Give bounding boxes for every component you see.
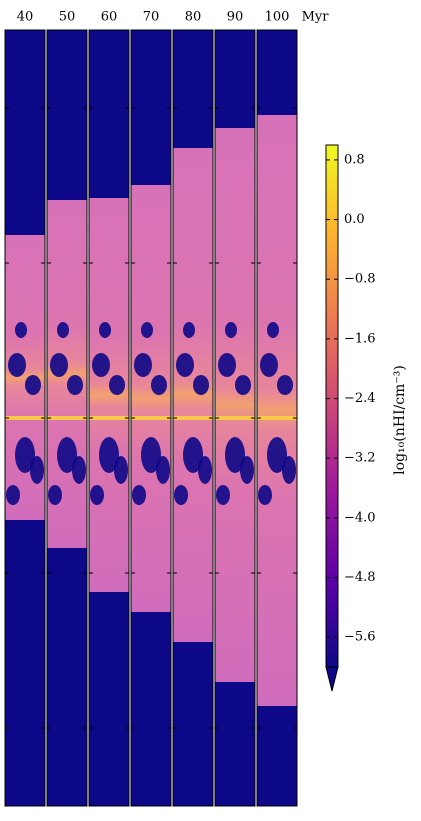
void <box>134 353 152 377</box>
colorbar-tick-label: −4.8 <box>344 570 376 585</box>
void <box>15 437 35 473</box>
midplane <box>173 416 213 420</box>
time-label: 100 <box>265 10 290 25</box>
colorbar-tick-label: −4.0 <box>344 510 376 525</box>
panel: 100 <box>256 10 298 807</box>
colorbar-tick-label: 0.0 <box>344 212 365 227</box>
colorbar-tick-label: −2.4 <box>344 391 376 406</box>
panel: 50 <box>46 10 88 807</box>
void <box>30 456 44 484</box>
panel: 80 <box>172 10 214 807</box>
gas-region <box>131 185 171 612</box>
void <box>99 322 111 338</box>
void <box>15 322 27 338</box>
time-label: 80 <box>185 10 202 25</box>
midplane <box>215 416 255 420</box>
gas-region <box>173 148 213 642</box>
panel: 90 <box>214 10 256 807</box>
void <box>282 456 296 484</box>
void <box>267 437 287 473</box>
panel: 40 <box>4 10 46 807</box>
void <box>8 353 26 377</box>
time-label: 70 <box>143 10 160 25</box>
void <box>225 322 237 338</box>
void <box>193 375 209 395</box>
time-label: 60 <box>101 10 118 25</box>
void <box>258 485 272 505</box>
void <box>198 456 212 484</box>
void <box>218 353 236 377</box>
time-label: 90 <box>227 10 244 25</box>
void <box>260 353 278 377</box>
colorbar-tick-label: −0.8 <box>344 272 376 287</box>
void <box>277 375 293 395</box>
time-label: 40 <box>17 10 34 25</box>
void <box>90 485 104 505</box>
midplane <box>89 416 129 420</box>
void <box>50 353 68 377</box>
colorbar-tick-label: −3.2 <box>344 451 376 466</box>
void <box>141 437 161 473</box>
void <box>225 437 245 473</box>
void <box>25 375 41 395</box>
void <box>67 375 83 395</box>
gas-region <box>257 115 297 706</box>
void <box>99 437 119 473</box>
gas-region <box>89 198 129 592</box>
void <box>235 375 251 395</box>
void <box>183 322 195 338</box>
panel: 70 <box>130 10 172 807</box>
colorbar <box>325 144 339 668</box>
void <box>176 353 194 377</box>
colorbar-extension <box>325 666 339 692</box>
void <box>72 456 86 484</box>
void <box>216 485 230 505</box>
void <box>57 437 77 473</box>
midplane <box>47 416 87 420</box>
void <box>92 353 110 377</box>
colorbar-tick-label: −5.6 <box>344 630 376 645</box>
void <box>240 456 254 484</box>
time-label: 50 <box>59 10 76 25</box>
colorbar-tick-label: −1.6 <box>344 331 376 346</box>
void <box>267 322 279 338</box>
void <box>183 437 203 473</box>
panel: 60 <box>88 10 130 807</box>
gas-region <box>215 128 255 682</box>
colorbar-tick-label: 0.8 <box>344 152 365 167</box>
colorbar-label: log₁₀(nHI/cm⁻³) <box>392 365 408 475</box>
time-unit: Myr <box>302 10 330 25</box>
void <box>132 485 146 505</box>
void <box>114 456 128 484</box>
void <box>156 456 170 484</box>
void <box>57 322 69 338</box>
void <box>109 375 125 395</box>
void <box>174 485 188 505</box>
void <box>141 322 153 338</box>
void <box>48 485 62 505</box>
void <box>6 485 20 505</box>
midplane <box>257 416 297 420</box>
midplane <box>5 416 45 420</box>
void <box>151 375 167 395</box>
midplane <box>131 416 171 420</box>
